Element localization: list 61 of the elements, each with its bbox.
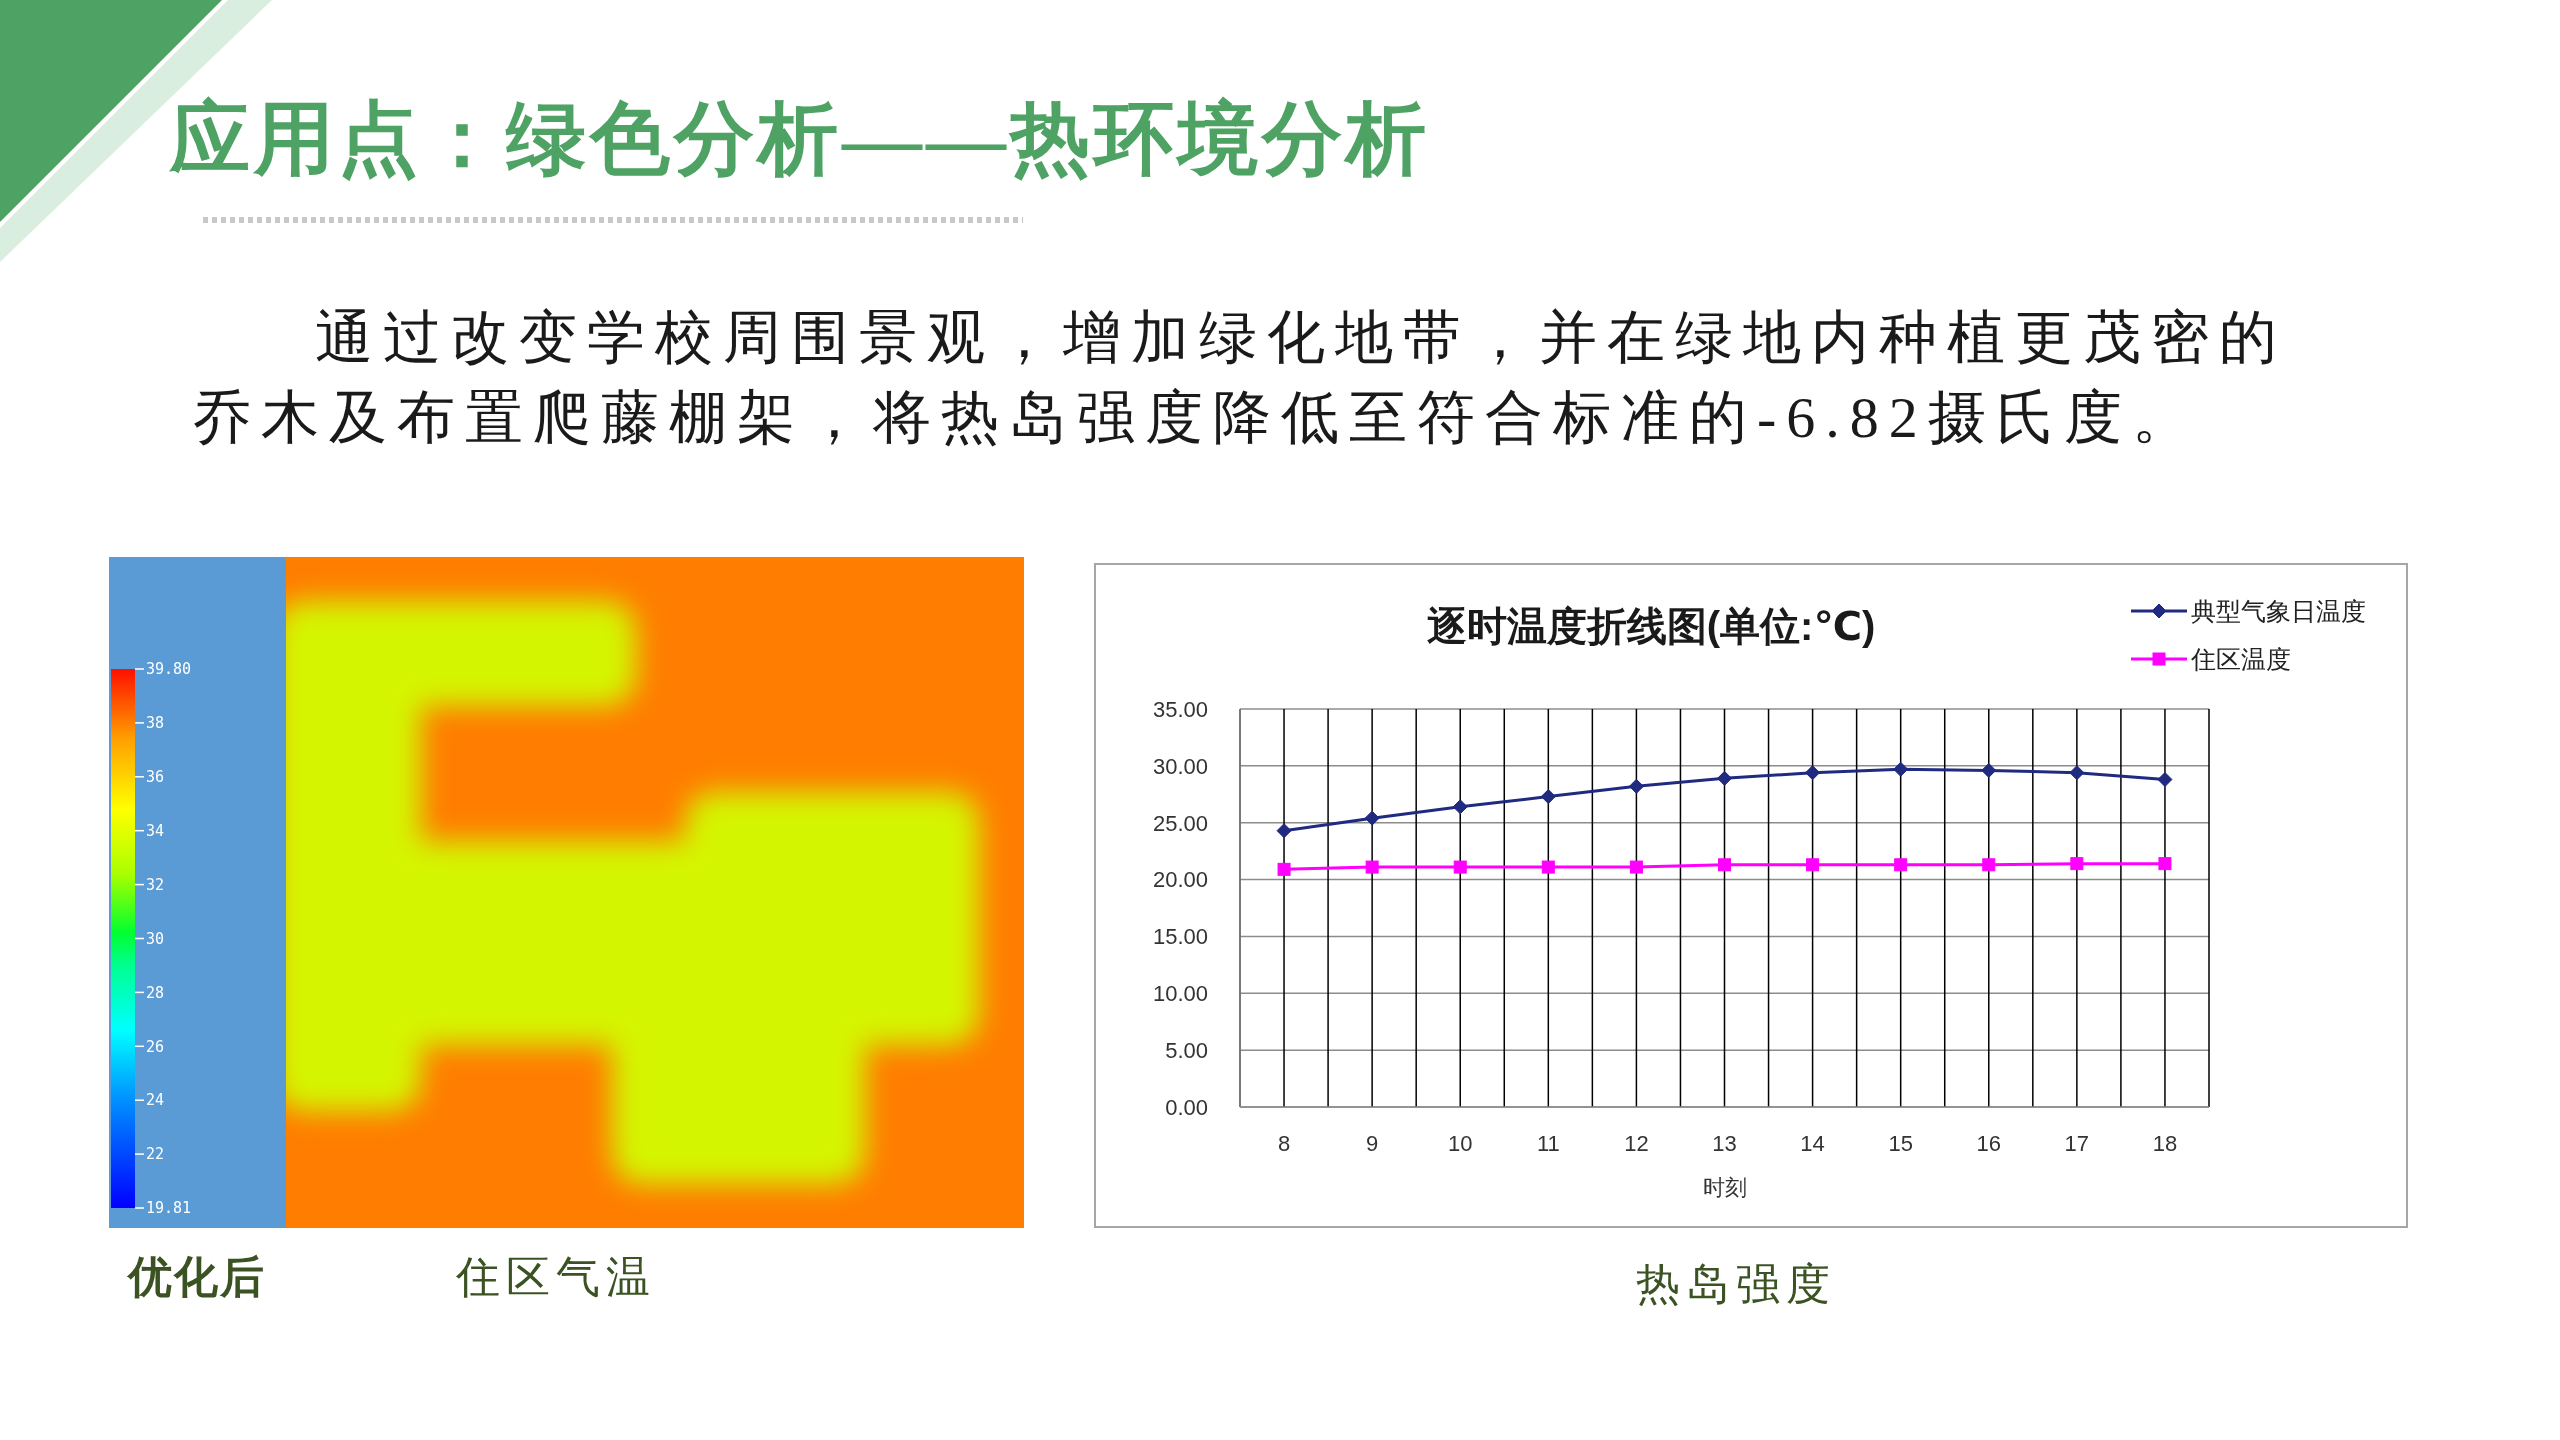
text: 19.81 (146, 1199, 192, 1218)
point (1277, 862, 1291, 876)
text: 39.80 (146, 660, 192, 679)
text: 应用点：绿色分析——热环境分析 (170, 94, 1430, 185)
chart-title: 逐时温度折线图(单位:℃) (1425, 603, 1877, 650)
point (1806, 858, 1820, 872)
point (1452, 799, 1468, 815)
text: 26 (146, 1037, 165, 1056)
y-tick-label: 30.00 (1152, 753, 1208, 779)
x-tick-label: 9 (1366, 1130, 1379, 1156)
point (1718, 858, 1731, 872)
y-tick-label: 15.00 (1152, 924, 1208, 950)
text: 36 (146, 768, 165, 787)
x-tick-label: 16 (1976, 1130, 2002, 1156)
point (1894, 858, 1908, 872)
point (2157, 772, 2173, 787)
point (1893, 761, 1909, 777)
point (1805, 765, 1821, 781)
x-tick-label: 8 (1277, 1130, 1291, 1156)
text: 热岛强度 (1635, 1259, 1837, 1311)
text: 34 (146, 821, 165, 840)
point (1453, 860, 1467, 874)
point (1981, 762, 1997, 778)
point (2070, 857, 2084, 871)
y-tick-label: 0.00 (1165, 1094, 1208, 1120)
point (1365, 860, 1379, 874)
legend-label: 住区温度 (2191, 643, 2291, 675)
y-tick-label: 25.00 (1152, 810, 1208, 836)
y-tick-label: 10.00 (1152, 981, 1208, 1007)
text: 24 (146, 1091, 165, 1110)
point (1982, 858, 1996, 872)
point (1628, 778, 1644, 794)
y-tick-label: 35.00 (1152, 696, 1208, 722)
point (2069, 765, 2085, 781)
text: 28 (146, 983, 165, 1002)
x-tick-label: 12 (1624, 1130, 1649, 1156)
y-tick-label: 20.00 (1152, 867, 1208, 893)
point (1717, 770, 1732, 786)
point (1541, 860, 1555, 874)
text: 住区气温 (456, 1252, 656, 1304)
text: 30 (146, 929, 165, 948)
point (1364, 810, 1380, 826)
point (1540, 789, 1556, 805)
x-axis-title: 时刻 (1702, 1175, 1747, 1200)
y-tick-label: 5.00 (1165, 1037, 1208, 1063)
x-tick-label: 11 (1536, 1130, 1560, 1156)
point (2158, 857, 2172, 871)
text: 32 (146, 875, 165, 894)
x-tick-label: 10 (1447, 1130, 1473, 1156)
text: 38 (146, 714, 165, 733)
x-tick-label: 18 (2152, 1130, 2178, 1156)
x-tick-label: 14 (1800, 1130, 1825, 1156)
text: 22 (146, 1145, 165, 1164)
text: 通过改变学校周围景观，增加绿化地带，并在绿地内种植更茂密的乔木及布置爬藤棚架，将热岛强度降低至符合标准的-6.82摄氏度。 (193, 304, 2288, 452)
legend-label: 典型气象日温度 (2191, 595, 2366, 627)
point (1629, 860, 1643, 874)
text: 优化后 (128, 1252, 266, 1304)
x-tick-label: 15 (1888, 1130, 1913, 1156)
point (1276, 823, 1292, 839)
x-tick-label: 17 (2064, 1130, 2090, 1156)
x-tick-label: 13 (1712, 1130, 1737, 1156)
